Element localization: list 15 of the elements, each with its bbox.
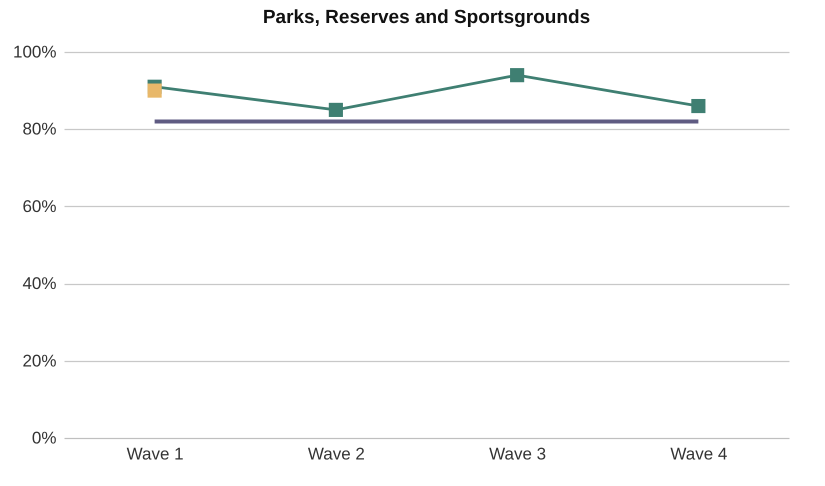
y-tick-label: 40% [22,274,56,294]
y-tick-label: 0% [32,428,56,448]
x-tick-label: Wave 1 [126,444,184,464]
y-tick-label: 100% [13,42,56,62]
y-tick-label: 60% [22,196,56,216]
point [510,68,524,82]
y-tick-label: 20% [22,351,56,370]
x-tick-label: Wave 3 [489,444,546,464]
point [148,84,162,98]
point [328,102,343,117]
point [691,98,706,114]
x-tick-label: Wave 4 [670,444,728,464]
y-tick-label: 80% [22,120,56,139]
chart-title: Parks, Reserves and Sportsgrounds [262,7,590,28]
x-tick-label: Wave 2 [308,444,365,464]
